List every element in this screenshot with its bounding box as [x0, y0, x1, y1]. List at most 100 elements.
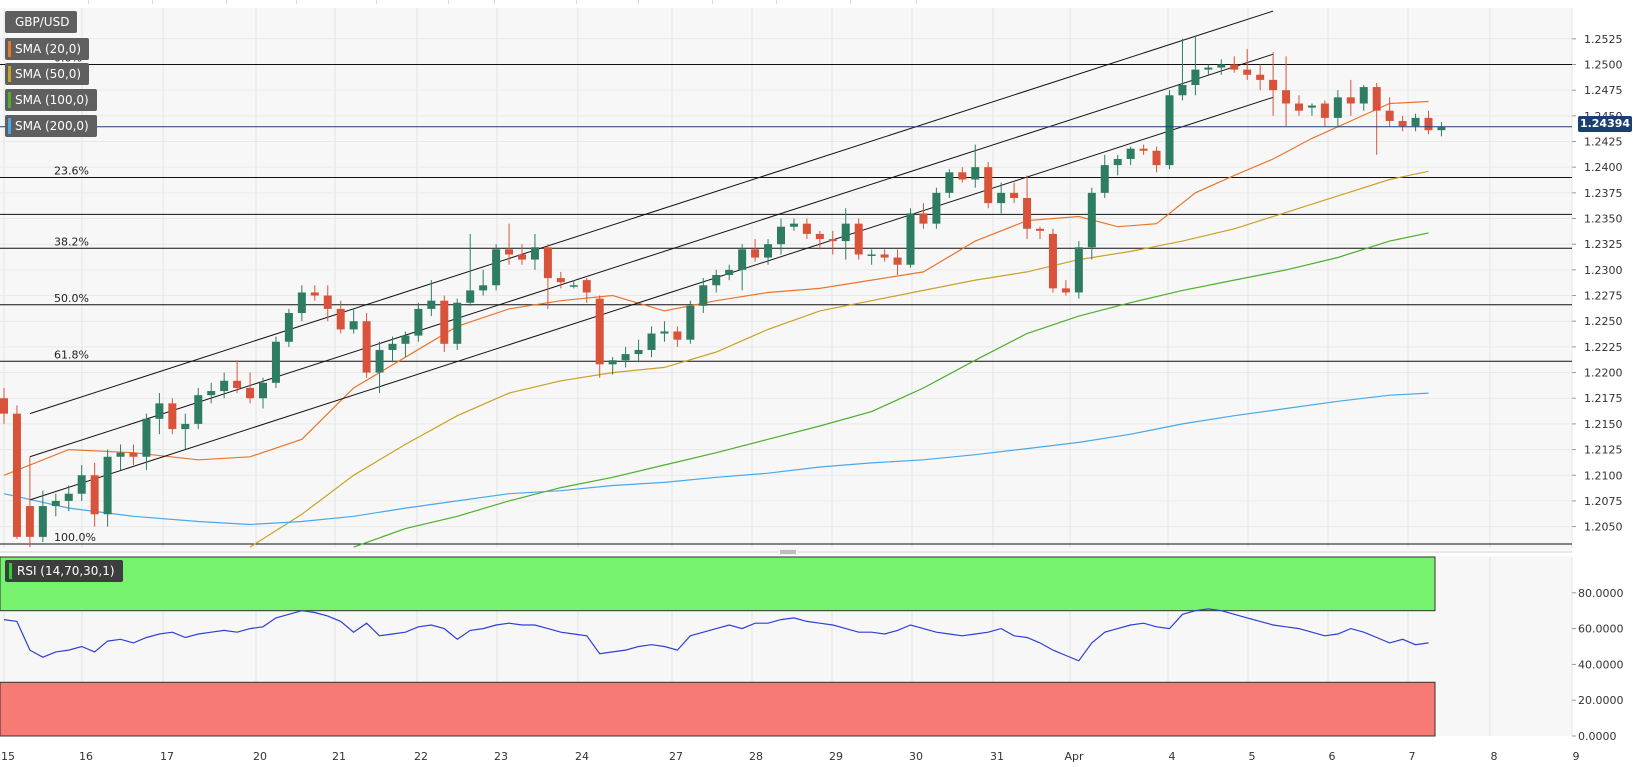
- bullish-candle: [932, 192, 941, 224]
- fib-level-label: 100.0%: [54, 531, 96, 544]
- bullish-candle: [789, 223, 798, 227]
- bullish-candle: [220, 380, 229, 392]
- bullish-candle: [38, 506, 47, 537]
- bullish-candle: [1333, 97, 1342, 118]
- bearish-candle: [1023, 197, 1032, 229]
- time-tick-label: 4: [1169, 750, 1176, 763]
- sma-line-4: [3, 392, 1429, 526]
- price-tick-label: 1.2075: [1584, 495, 1623, 508]
- rsi-tick-label: 40.0000: [1578, 658, 1624, 671]
- time-tick-label: 27: [669, 750, 683, 763]
- legend-sma-20[interactable]: SMA (20,0): [5, 38, 90, 60]
- fib-level-label: 61.8%: [54, 348, 89, 361]
- bullish-candle: [764, 244, 773, 258]
- bullish-candle: [686, 305, 695, 340]
- sma-200-swatch: [8, 118, 11, 134]
- bearish-candle: [1230, 64, 1239, 70]
- candlesticks: [0, 35, 1446, 548]
- symbol-label[interactable]: GBP/USD: [5, 11, 78, 33]
- bullish-candle: [608, 360, 617, 365]
- rsi-tick-label: 80.0000: [1578, 587, 1624, 600]
- bearish-candle: [815, 233, 824, 240]
- legend-sma-50[interactable]: SMA (50,0): [5, 63, 90, 85]
- bullish-candle: [284, 312, 293, 342]
- bullish-candle: [155, 403, 164, 419]
- price-tick-label: 1.2525: [1584, 33, 1623, 46]
- price-tick-label: 1.2350: [1584, 213, 1623, 226]
- bearish-candle: [1256, 74, 1265, 80]
- bullish-candle: [699, 285, 708, 306]
- bullish-candle: [971, 167, 980, 180]
- bullish-candle: [414, 308, 423, 336]
- rsi-oversold-zone: [0, 681, 1436, 737]
- bearish-candle: [1048, 233, 1057, 289]
- bullish-candle: [1165, 95, 1174, 166]
- bearish-candle: [1320, 103, 1329, 118]
- bullish-candle: [660, 331, 669, 334]
- legend-sma-200[interactable]: SMA (200,0): [5, 115, 97, 137]
- rsi-overbought-zone: [0, 556, 1436, 612]
- channel-line: [29, 96, 1274, 501]
- top-tab-strip: [0, 0, 960, 4]
- time-tick-label: 17: [160, 750, 174, 763]
- bullish-candle: [271, 341, 280, 383]
- sma-20-swatch: [8, 41, 11, 57]
- bullish-candle: [1113, 158, 1122, 166]
- bullish-candle: [1359, 87, 1368, 104]
- bullish-candle: [453, 302, 462, 344]
- bearish-candle: [129, 452, 138, 457]
- bullish-candle: [375, 349, 384, 373]
- bearish-candle: [1372, 87, 1381, 111]
- bullish-candle: [1178, 85, 1187, 96]
- fib-level-label: 50.0%: [54, 292, 89, 305]
- bullish-candle: [997, 192, 1006, 204]
- bullish-candle: [738, 249, 747, 270]
- bullish-candle: [841, 223, 850, 242]
- bullish-candle: [116, 452, 125, 457]
- bearish-candle: [323, 295, 332, 309]
- bearish-candle: [543, 247, 552, 279]
- bullish-candle: [388, 343, 397, 350]
- bearish-candle: [1061, 288, 1070, 293]
- bearish-candle: [919, 213, 928, 224]
- bullish-candle: [349, 321, 358, 330]
- bearish-candle: [880, 254, 889, 258]
- bearish-candle: [310, 292, 319, 296]
- bullish-candle: [777, 226, 785, 245]
- bullish-candle: [492, 249, 501, 286]
- price-tick-label: 1.2275: [1584, 290, 1623, 303]
- bullish-candle: [712, 275, 721, 286]
- bearish-candle: [1346, 97, 1355, 104]
- time-tick-label: 23: [494, 750, 508, 763]
- symbol-text: GBP/USD: [15, 15, 70, 29]
- bearish-candle: [233, 380, 242, 388]
- price-tick-label: 1.2400: [1584, 161, 1623, 174]
- bearish-candle: [336, 308, 345, 330]
- bullish-candle: [479, 285, 488, 291]
- price-tick-label: 1.2150: [1584, 418, 1623, 431]
- bullish-candle: [181, 423, 190, 430]
- bullish-candle: [51, 500, 60, 507]
- price-tick-label: 1.2375: [1584, 187, 1623, 200]
- bullish-candle: [297, 292, 306, 313]
- price-pane-bg: [0, 8, 1572, 550]
- bullish-candle: [1204, 67, 1213, 70]
- time-axis: 15 16 17 20 21 22 23 24 27 28 29 30 31 Apr 4 5 6 7 8 9: [1, 750, 1580, 763]
- legend-sma-100-label: SMA (100,0): [15, 93, 89, 107]
- time-tick-label: 6: [1329, 750, 1336, 763]
- bearish-candle: [518, 254, 526, 260]
- rsi-tick-label: 20.0000: [1578, 694, 1624, 707]
- bullish-candle: [634, 349, 643, 355]
- pane-resize-handle[interactable]: [778, 549, 798, 555]
- time-tick-label: 31: [990, 750, 1004, 763]
- bearish-candle: [854, 223, 863, 255]
- price-tick-label: 1.2475: [1584, 84, 1623, 97]
- bearish-candle: [1385, 110, 1394, 121]
- price-tick-label: 1.2225: [1584, 341, 1623, 354]
- bearish-candle: [556, 278, 565, 283]
- bullish-candle: [259, 382, 267, 399]
- legend-rsi[interactable]: RSI (14,70,30,1): [5, 560, 123, 582]
- price-tick-label: 1.2300: [1584, 264, 1623, 277]
- legend-sma-100[interactable]: SMA (100,0): [5, 89, 97, 111]
